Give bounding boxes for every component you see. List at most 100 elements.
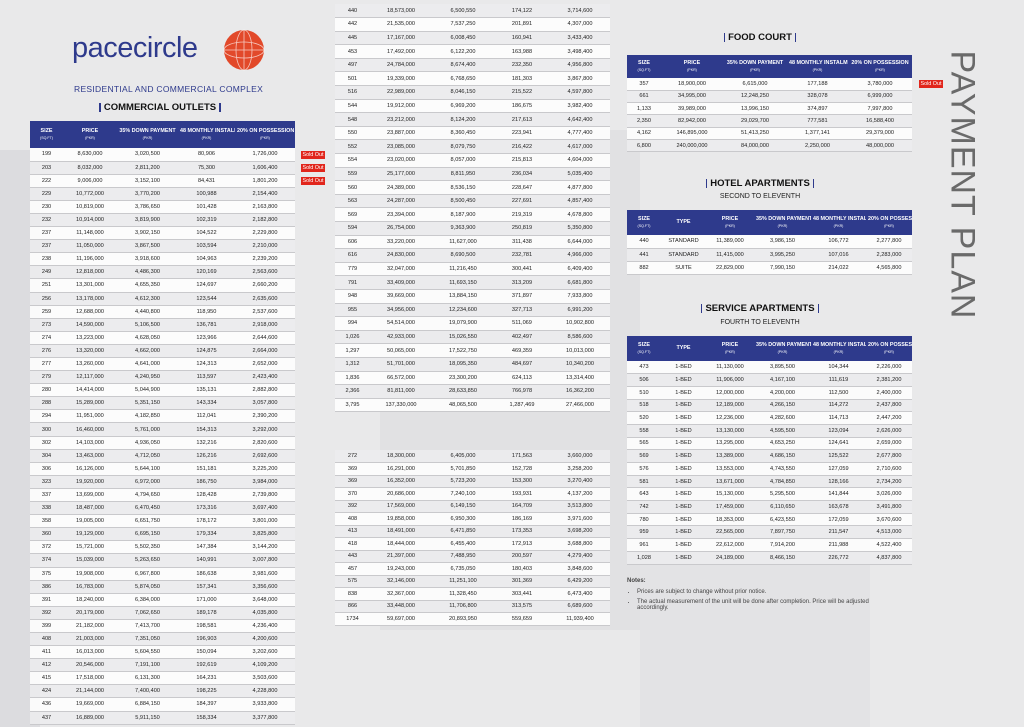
header-row: SIZE (SQ.FT) PRICE (PKR) 35% DOWN PAYMENT (PK… [30,121,331,148]
cell: 5,911,150 [117,711,178,725]
cell: 6,695,150 [117,527,178,542]
cell: 6,681,800 [550,275,610,290]
header-main: 35% DOWN PAYMENT [756,342,811,348]
cell: 42,933,000 [370,330,432,345]
cell: 80,906 [178,148,235,162]
cell: 238 [30,252,63,267]
status-cell [295,462,331,475]
cell: 15,721,000 [63,540,117,555]
cell: 2,250,000 [787,139,848,153]
table-row: 1,026 42,933,000 15,026,550 402,497 8,586,60… [335,330,610,345]
cell: 174,122 [494,4,550,19]
price-table: 440 18,573,000 6,500,550 174,122 3,714,600 44… [335,4,610,413]
cell: 2,210,000 [235,239,295,254]
cell: 21,144,000 [63,684,117,699]
cell: 217,613 [494,112,550,127]
cell: 2,659,000 [866,437,912,451]
table-row: 442 21,535,000 7,537,250 201,891 4,307,000 [335,17,610,32]
cell: 2,882,800 [235,383,295,398]
cell: 7,400,400 [117,684,178,699]
cell: 11,693,150 [432,275,494,290]
status-cell [295,515,331,528]
cell: 215,813 [494,153,550,168]
cell: 12,688,000 [63,305,117,319]
header-cell: 48 MONTHLY INSTALMENT(PKR) [811,210,866,235]
cell: 112,041 [178,409,235,424]
cell: 375 [30,567,63,581]
cell: 10,819,000 [63,200,117,214]
cell: 11,951,000 [63,409,117,424]
cell: 3,697,400 [235,501,295,516]
table-row: 559 25,177,000 8,811,950 236,034 5,035,400 [335,167,610,182]
table-row: 569 1-BED 13,389,000 4,686,150 125,522 2,677,… [627,449,912,463]
cell: 135,131 [178,383,235,398]
cell: 2,644,600 [235,331,295,345]
cell: 272 [335,450,370,463]
cell: 4,307,000 [550,17,610,32]
table-row: 550 23,887,000 8,360,450 223,941 4,777,400 [335,126,610,141]
header-main: TYPE [676,345,691,352]
table-row: 199 8,630,000 3,020,500 80,906 1,726,000 Sold… [30,148,331,162]
table-row: 374 15,039,000 5,263,650 140,991 3,007,800 [30,553,331,568]
cell: 2,664,000 [235,344,295,359]
status-cell [295,580,331,593]
cell: 171,563 [494,450,550,463]
cell: 228,647 [494,180,550,195]
status-cell [295,397,331,410]
cell: 23,887,000 [370,126,432,141]
cell: 18,491,000 [370,525,432,538]
cell: 2,734,200 [866,475,912,489]
table-row: 445 17,167,000 6,008,450 160,941 3,433,400 [335,31,610,46]
cell: 5,350,800 [550,221,610,236]
cell: 173,316 [178,501,235,516]
cell: 19,129,000 [63,527,117,542]
cell: STANDARD [661,235,706,249]
table-row: 643 1-BED 15,130,000 5,295,500 141,844 3,026,… [627,487,912,502]
cell: 211,547 [811,525,866,540]
table-row: 548 23,212,000 8,124,200 217,613 4,642,400 [335,112,610,127]
table-row: 424 21,144,000 7,400,400 198,225 4,228,800 [30,684,331,699]
header-sub: (PKR) [777,349,788,354]
cell: 3,688,800 [550,537,610,551]
cell: 442 [335,17,370,32]
cell: 2,635,600 [235,292,295,306]
cell: 200,597 [494,550,550,563]
cell: 23,020,000 [370,153,432,168]
cell: 163,678 [811,500,866,514]
cell: 594 [335,221,370,236]
cell: 5,044,900 [117,383,178,398]
cell: 2,381,200 [866,373,912,387]
cell: 516 [335,85,370,100]
table-row: 779 32,047,000 11,216,450 300,441 6,409,400 [335,262,610,277]
cell: 2,277,800 [866,235,912,249]
table-row: 369 16,291,000 5,701,850 152,728 3,258,200 [335,462,610,476]
cell: 34,995,000 [661,90,723,104]
status-cell: Sold Out [295,148,331,161]
table-row: 742 1-BED 17,459,000 6,110,650 163,678 3,491,… [627,500,912,514]
cell: 20,546,000 [63,658,117,673]
cell: 14,590,000 [63,318,117,332]
notes: Notes: Prices are subject to change with… [627,578,897,615]
cell: 415 [30,671,63,686]
table-row: 273 14,590,000 5,106,500 136,781 2,918,000 [30,318,331,332]
cell: 216,422 [494,139,550,155]
cell: 152,728 [494,462,550,476]
cell: 3,225,200 [235,462,295,476]
cell: 4,678,800 [550,207,610,222]
cell: 10,013,000 [550,343,610,358]
cell: 418 [335,537,370,551]
cell: 140,991 [178,553,235,568]
cell: 300 [30,422,63,437]
cell: 2,626,000 [866,424,912,438]
cell: 4,182,850 [117,409,178,424]
cell: 3,491,800 [866,500,912,514]
logo-circle [223,29,265,71]
cell: 11,050,000 [63,239,117,254]
header-cell: SIZE (SQ.FT) [627,336,661,361]
cell: 372 [30,540,63,555]
cell: 6,999,000 [848,90,912,104]
cell: 136,781 [178,318,235,332]
header-cell: TYPE [661,210,706,235]
header-sub: (PKR) [833,223,844,228]
status-cell [295,632,331,645]
